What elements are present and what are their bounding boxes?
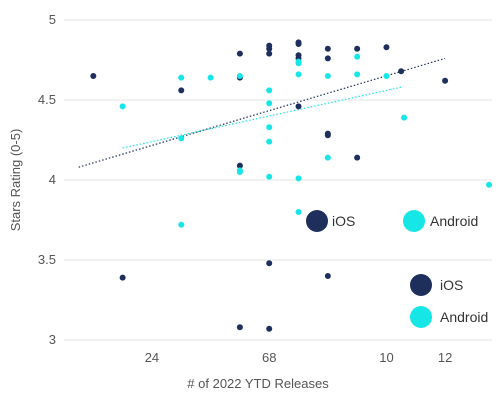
point-ios: [90, 73, 97, 79]
point-android: [401, 114, 408, 121]
point-ios: [119, 274, 126, 281]
point-ios: [324, 55, 331, 62]
legend-label-ios: iOS: [440, 277, 463, 293]
x-tick-label: 10: [379, 350, 393, 365]
x-axis-title: # of 2022 YTD Releases: [187, 376, 329, 391]
y-tick-label: 4.5: [38, 92, 56, 107]
y-tick-label: 4: [49, 172, 56, 187]
point-android: [354, 53, 361, 60]
data-points: [90, 39, 493, 332]
point-android: [324, 154, 331, 161]
point-android: [119, 103, 126, 110]
legend-label-android: Android: [430, 213, 478, 229]
point-android: [178, 135, 185, 142]
legend-swatch-ios: [410, 274, 432, 296]
legend-label-android: Android: [440, 309, 488, 325]
point-ios: [178, 87, 185, 94]
point-ios: [236, 324, 243, 331]
point-ios: [266, 45, 273, 52]
x-tick-label: 12: [438, 350, 452, 365]
point-android: [178, 74, 185, 81]
x-tick-label: 24: [145, 350, 159, 365]
trendline-android: [122, 86, 402, 149]
legend-swatch-android: [410, 306, 432, 328]
y-tick-label: 3: [49, 332, 56, 347]
point-android: [295, 60, 302, 67]
point-ios: [398, 68, 405, 75]
point-ios: [266, 260, 273, 267]
point-ios: [266, 50, 273, 57]
point-ios: [354, 45, 361, 52]
legend-swatch-android: [403, 210, 425, 232]
legend-label-ios: iOS: [332, 213, 355, 229]
point-android: [486, 181, 493, 188]
point-ios: [442, 77, 449, 84]
point-android: [178, 221, 185, 228]
y-axis: 5 4.5 4 3.5 3: [38, 12, 56, 347]
point-android: [266, 124, 273, 131]
trendlines: [78, 57, 446, 168]
point-android: [324, 73, 331, 79]
point-ios: [236, 162, 243, 169]
trendline-ios: [78, 57, 446, 168]
point-ios: [295, 41, 302, 47]
point-android: [266, 173, 273, 180]
point-ios: [324, 273, 331, 279]
point-android: [207, 74, 214, 81]
legend-bottom: iOS Android: [410, 274, 488, 328]
point-android: [236, 167, 243, 174]
point-android: [266, 100, 273, 107]
x-axis: 24 68 10 12: [145, 350, 453, 365]
grid-layer: [64, 19, 492, 341]
point-android: [295, 209, 302, 215]
x-tick-label: 68: [262, 350, 276, 365]
y-tick-label: 3.5: [38, 252, 56, 267]
point-ios: [383, 44, 390, 51]
point-android: [295, 71, 302, 78]
point-android: [295, 175, 302, 182]
y-tick-label: 5: [49, 12, 56, 27]
y-axis-title: Stars Rating (0-5): [8, 129, 23, 232]
point-ios: [295, 103, 302, 110]
point-android: [266, 138, 273, 145]
point-ios: [324, 45, 331, 52]
point-ios: [354, 154, 361, 161]
point-android: [354, 71, 361, 78]
point-ios: [266, 325, 273, 332]
point-ios: [324, 132, 331, 139]
point-android: [266, 87, 273, 94]
point-android: [383, 73, 390, 79]
legend-swatch-ios: [306, 210, 328, 232]
point-ios: [236, 50, 243, 57]
legend-top: iOS Android: [306, 210, 478, 232]
point-android: [236, 73, 243, 79]
